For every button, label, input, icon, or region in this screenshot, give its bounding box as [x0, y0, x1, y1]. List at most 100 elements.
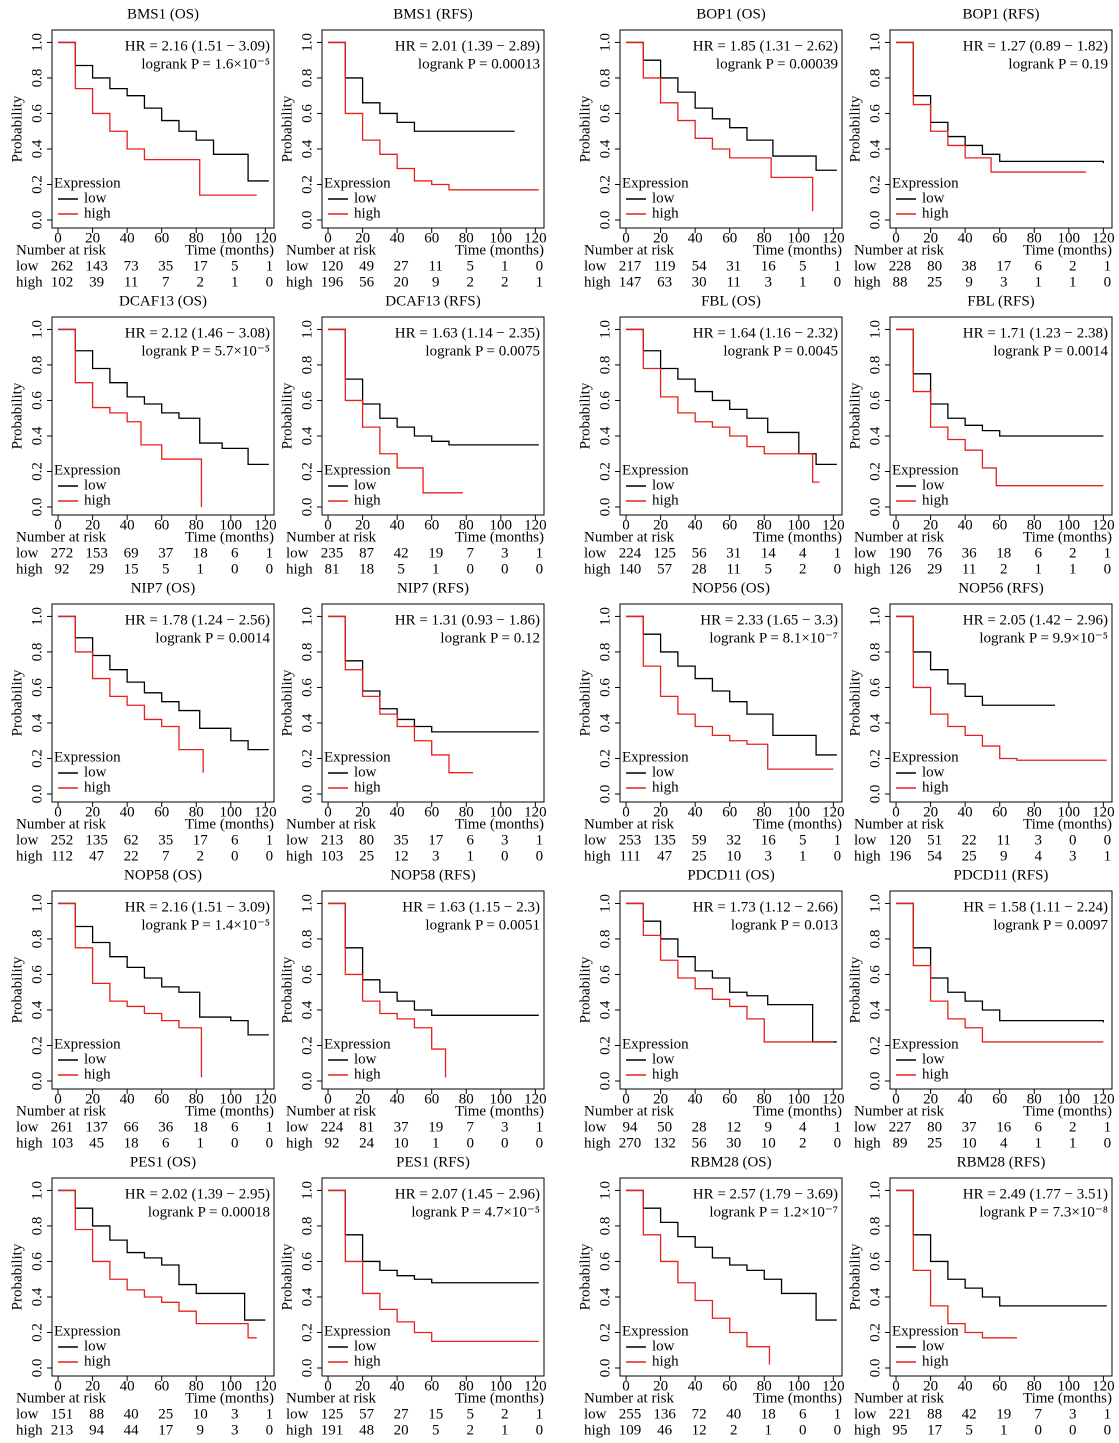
risk-table-title: Number at risk: [854, 1390, 944, 1406]
risk-row-label: high: [16, 561, 43, 577]
x-tick-label: 0: [892, 1091, 900, 1107]
y-tick-label: 0.0: [597, 1359, 613, 1378]
risk-count: 119: [654, 258, 676, 274]
plot-box: [889, 29, 1113, 229]
x-tick-label: 80: [757, 804, 772, 820]
risk-count: 224: [619, 545, 642, 561]
risk-count: 5: [965, 1422, 973, 1438]
x-tick-label: 0: [54, 230, 62, 246]
plot-box: [889, 890, 1113, 1090]
chart-title: DCAF13 (OS): [119, 293, 207, 309]
plot-box: [889, 1177, 1113, 1377]
risk-count: 62: [124, 832, 139, 848]
x-axis-label: Time (months): [455, 1390, 544, 1406]
plot-box: [51, 316, 275, 516]
risk-count: 56: [692, 1135, 708, 1151]
risk-count: 1: [266, 545, 274, 561]
risk-count: 51: [927, 832, 942, 848]
risk-count: 147: [619, 274, 642, 290]
annotation: logrank P = 9.9×10⁻⁵: [979, 630, 1108, 646]
legend-label: high: [354, 492, 381, 508]
y-tick-label: 0.0: [597, 1072, 613, 1091]
legend-label: high: [922, 492, 949, 508]
y-axis-label: Probability: [847, 1243, 863, 1310]
x-tick-label: 0: [622, 517, 630, 533]
risk-count: 135: [85, 832, 108, 848]
risk-row-label: low: [286, 832, 309, 848]
x-tick-label: 40: [120, 230, 135, 246]
legend-title: Expression: [622, 749, 689, 765]
plot-box: [619, 316, 843, 516]
x-tick-label: 80: [1027, 517, 1042, 533]
risk-count: 5: [467, 1406, 475, 1422]
x-tick-label: 120: [822, 1378, 845, 1394]
risk-count: 235: [321, 545, 344, 561]
risk-row-label: low: [16, 1406, 39, 1422]
x-tick-label: 100: [1058, 1091, 1081, 1107]
risk-count: 9: [965, 274, 973, 290]
x-tick-label: 100: [788, 517, 811, 533]
annotation: logrank P = 5.7×10⁻⁵: [141, 343, 270, 359]
risk-count: 5: [162, 561, 170, 577]
risk-count: 50: [657, 1119, 672, 1135]
x-tick-label: 60: [424, 517, 439, 533]
y-tick-label: 0.8: [29, 1217, 45, 1236]
risk-count: 1: [1069, 274, 1077, 290]
risk-count: 1: [1104, 848, 1112, 864]
y-tick-label: 0.4: [867, 1287, 883, 1306]
plot-box: [889, 603, 1113, 803]
y-tick-label: 0.8: [597, 1217, 613, 1236]
risk-row-label: low: [286, 545, 309, 561]
survival-curve: [58, 615, 204, 773]
annotation: HR = 2.12 (1.46 − 3.08): [125, 325, 270, 341]
risk-count: 224: [321, 1119, 344, 1135]
legend-label: high: [652, 1353, 679, 1369]
risk-count: 57: [657, 561, 673, 577]
y-tick-label: 0.2: [299, 749, 315, 768]
y-tick-label: 1.0: [29, 320, 45, 339]
annotation: logrank P = 0.013: [731, 917, 838, 933]
risk-row-label: high: [286, 1422, 313, 1438]
risk-count: 27: [394, 1406, 410, 1422]
risk-count: 5: [432, 1422, 440, 1438]
survival-curve: [328, 615, 474, 774]
risk-count: 7: [467, 1119, 475, 1135]
risk-count: 1: [1069, 1135, 1077, 1151]
survival-curve: [896, 902, 1104, 1043]
y-tick-label: 0.0: [597, 498, 613, 517]
legend-title: Expression: [622, 1036, 689, 1052]
risk-table-title: Number at risk: [854, 816, 944, 832]
risk-count: 22: [962, 832, 977, 848]
x-tick-label: 120: [254, 230, 277, 246]
x-tick-label: 0: [892, 230, 900, 246]
risk-count: 1: [834, 1119, 842, 1135]
x-axis-label: Time (months): [1023, 1103, 1112, 1119]
risk-count: 11: [124, 274, 138, 290]
y-tick-label: 1.0: [29, 894, 45, 913]
legend-label: low: [922, 764, 945, 780]
risk-count: 9: [432, 274, 440, 290]
annotation: logrank P = 1.2×10⁻⁷: [709, 1204, 838, 1220]
x-tick-label: 120: [254, 1378, 277, 1394]
legend-title: Expression: [324, 1323, 391, 1339]
risk-count: 0: [1035, 1422, 1043, 1438]
risk-count: 17: [996, 258, 1012, 274]
legend-label: low: [354, 1051, 377, 1067]
risk-count: 120: [321, 258, 344, 274]
legend-label: high: [84, 205, 111, 221]
survival-curve: [328, 902, 447, 1078]
chart-title: NIP7 (RFS): [397, 580, 469, 596]
x-tick-label: 40: [958, 517, 973, 533]
risk-count: 22: [124, 848, 139, 864]
annotation: HR = 1.71 (1.23 − 2.38): [963, 325, 1108, 341]
x-tick-label: 40: [390, 517, 405, 533]
survival-curve: [58, 1189, 257, 1339]
risk-count: 81: [359, 1119, 374, 1135]
chart-title: NOP58 (RFS): [390, 867, 475, 883]
risk-count: 111: [619, 848, 640, 864]
x-tick-label: 40: [390, 804, 405, 820]
risk-count: 1: [1035, 1135, 1043, 1151]
x-tick-label: 120: [1092, 1378, 1115, 1394]
x-tick-label: 40: [688, 230, 703, 246]
legend-label: low: [84, 1338, 107, 1354]
